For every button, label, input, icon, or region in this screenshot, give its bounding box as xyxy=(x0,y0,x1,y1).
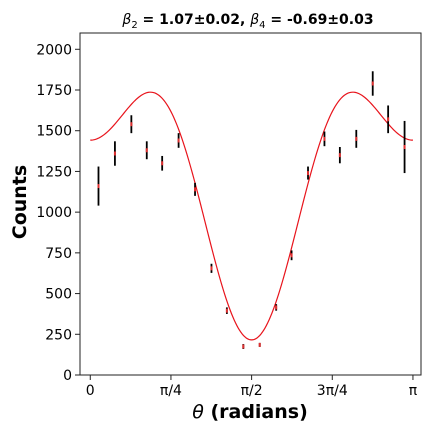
y-tick-label: 1500 xyxy=(36,124,72,140)
title-beta4-subscript: 4 xyxy=(259,20,265,31)
x-axis-ticks: 0 π/4 π/2 3π/4 π xyxy=(86,375,418,399)
y-tick-label: 0 xyxy=(63,368,72,384)
x-tick-label: 0 xyxy=(86,383,95,399)
title-beta4-symbol: β xyxy=(249,12,259,28)
y-tick-label: 2000 xyxy=(36,42,72,58)
title-beta2-value: = 1.07±0.02, xyxy=(138,12,251,28)
x-tick-label: 3π/4 xyxy=(317,383,348,399)
y-tick-label: 250 xyxy=(45,327,72,343)
y-tick-label: 1250 xyxy=(36,164,72,180)
title-beta2-subscript: 2 xyxy=(131,20,137,31)
y-axis-ticks: 0 250 500 750 1000 1250 1500 1750 2000 xyxy=(36,42,80,384)
title-beta2-symbol: β xyxy=(121,12,131,28)
y-axis-label: Counts xyxy=(9,165,31,239)
chart-title: β2 = 1.07±0.02, β4 = -0.69±0.03 xyxy=(121,12,373,31)
data-points-layer xyxy=(97,71,406,349)
y-tick-label: 750 xyxy=(45,246,72,262)
plot-frame xyxy=(79,32,422,376)
y-tick-label: 1750 xyxy=(36,83,72,99)
x-tick-label: π xyxy=(409,383,418,399)
y-tick-label: 500 xyxy=(45,287,72,303)
x-tick-label: π/2 xyxy=(241,383,263,399)
fit-curve xyxy=(90,91,413,341)
x-axis-label: θ (radians) xyxy=(192,401,308,423)
fit-curve-layer xyxy=(90,91,413,341)
x-tick-label: π/4 xyxy=(160,383,182,399)
y-tick-label: 1000 xyxy=(36,205,72,221)
x-axis-label-units: (radians) xyxy=(204,401,308,423)
title-beta4-value: = -0.69±0.03 xyxy=(266,12,374,28)
x-axis-label-theta: θ xyxy=(192,401,204,423)
